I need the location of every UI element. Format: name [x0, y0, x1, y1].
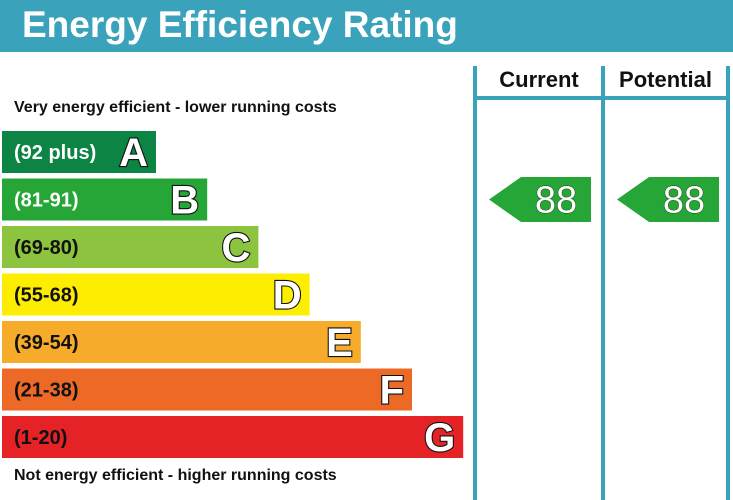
band-c-range: (69-80) — [14, 237, 78, 259]
band-g-range: (1-20) — [14, 427, 67, 449]
band-b — [2, 178, 208, 221]
band-d — [2, 273, 310, 316]
band-e-range: (39-54) — [14, 332, 78, 354]
title-bar: Energy Efficiency Rating — [0, 0, 733, 52]
top-note: Very energy efficient - lower running co… — [14, 99, 337, 116]
band-f — [2, 368, 412, 411]
band-f-letter: F — [380, 369, 404, 413]
divider-right — [726, 66, 730, 500]
band-a-range: (92 plus) — [14, 142, 96, 164]
potential-rating-arrow — [617, 177, 719, 222]
band-b-range: (81-91) — [14, 190, 78, 212]
band-e — [2, 321, 361, 363]
potential-rating-value: 88 — [663, 180, 705, 222]
band-a — [2, 131, 156, 173]
divider-middle — [601, 66, 605, 500]
current-rating-arrow — [489, 177, 591, 222]
header-underline — [473, 96, 730, 100]
bottom-note: Not energy efficient - higher running co… — [14, 467, 337, 484]
band-d-range: (55-68) — [14, 285, 78, 307]
band-c — [2, 226, 259, 268]
band-b-letter: B — [170, 179, 199, 223]
band-a-letter: A — [119, 131, 148, 175]
potential-column-header: Potential — [619, 67, 712, 92]
band-d-letter: D — [273, 274, 302, 318]
divider-left — [473, 66, 477, 500]
band-f-range: (21-38) — [14, 380, 78, 402]
band-g-letter: G — [424, 416, 455, 460]
band-c-letter: C — [222, 226, 251, 270]
band-g — [2, 416, 464, 458]
current-column-header: Current — [499, 67, 579, 92]
chart-title: Energy Efficiency Rating — [22, 4, 458, 45]
current-rating-value: 88 — [535, 180, 577, 222]
band-e-letter: E — [326, 321, 353, 365]
